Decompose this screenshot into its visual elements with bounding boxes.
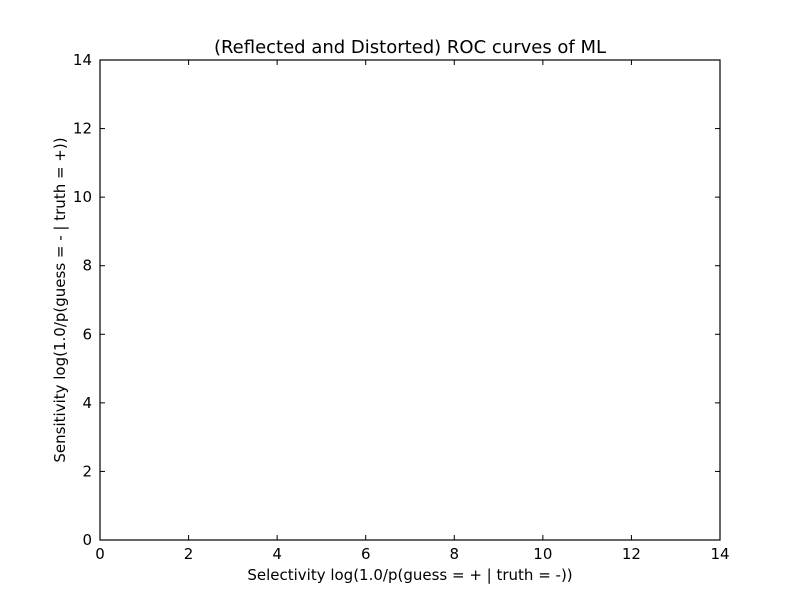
x-tick-label: 8 (450, 545, 460, 563)
y-tick-label: 12 (73, 120, 92, 138)
x-tick-label: 6 (361, 545, 371, 563)
y-tick-label: 14 (73, 51, 92, 69)
x-tick-label: 14 (710, 545, 729, 563)
chart-title: (Reflected and Distorted) ROC curves of … (214, 37, 606, 58)
y-tick-label: 0 (82, 531, 92, 549)
x-tick-label: 10 (533, 545, 552, 563)
x-tick-label: 4 (272, 545, 282, 563)
y-tick-label: 2 (82, 462, 92, 480)
y-tick-label: 8 (82, 257, 92, 275)
x-tick-label: 2 (184, 545, 194, 563)
x-tick-label: 12 (622, 545, 641, 563)
y-tick-label: 4 (82, 394, 92, 412)
y-axis-ticks: 0 2 4 6 8 10 12 14 (73, 51, 720, 549)
y-tick-label: 6 (82, 325, 92, 343)
y-axis-label: Sensitivity log(1.0/p(guess = - | truth … (51, 137, 69, 462)
x-axis-ticks: 0 2 4 6 8 10 12 14 (95, 60, 730, 563)
x-axis-label: Selectivity log(1.0/p(guess = + | truth … (247, 566, 572, 584)
x-tick-label: 0 (95, 545, 105, 563)
y-tick-label: 10 (73, 188, 92, 206)
plot-area (99, 59, 721, 541)
